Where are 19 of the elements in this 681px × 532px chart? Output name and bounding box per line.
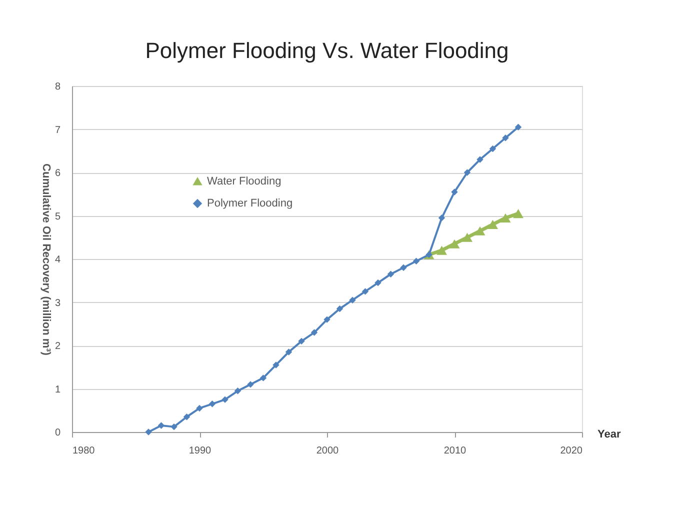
x-tick-label: 2020: [560, 446, 583, 456]
chart-title: Polymer Flooding Vs. Water Flooding: [145, 38, 509, 63]
x-axis-title: Year: [598, 428, 622, 440]
legend-label: Water Flooding: [207, 176, 282, 188]
legend-label: Polymer Flooding: [207, 198, 293, 210]
x-tick-label: 2010: [444, 446, 467, 456]
x-tick-label: 2000: [316, 446, 340, 456]
y-tick-label: 5: [54, 211, 61, 222]
y-tick-label: 7: [54, 124, 61, 136]
y-tick-label: 2: [54, 341, 61, 352]
y-tick-label: 3: [54, 298, 61, 309]
x-tick-label: 1990: [188, 446, 212, 456]
y-axis-title: Cumulative Oil Recovery (million m³): [40, 164, 52, 356]
y-tick-label: 0: [54, 428, 61, 438]
y-tick-label: 8: [54, 82, 61, 92]
y-tick-label: 6: [54, 168, 61, 179]
y-tick-label: 4: [54, 254, 61, 266]
y-tick-label: 1: [54, 384, 61, 396]
x-tick-label: 1980: [72, 446, 96, 456]
